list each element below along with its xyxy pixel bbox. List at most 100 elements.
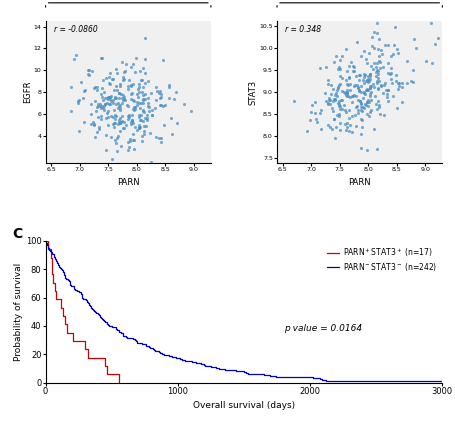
Point — [109, 120, 116, 127]
Point — [344, 93, 351, 100]
Point — [403, 58, 410, 65]
Point — [107, 112, 114, 119]
Point — [389, 51, 396, 57]
Point — [359, 104, 366, 111]
Point — [394, 83, 401, 90]
Point — [113, 70, 120, 76]
PARN$^-$STAT3$^-$ (n=242) — [90, 306, 95, 311]
Point — [136, 105, 143, 112]
Point — [97, 104, 104, 111]
Point — [345, 122, 353, 129]
Point — [392, 45, 399, 52]
Point — [131, 124, 138, 130]
Point — [363, 99, 370, 105]
Point — [427, 60, 435, 66]
Point — [334, 112, 342, 119]
Point — [342, 88, 349, 95]
Point — [398, 98, 405, 105]
Point — [116, 90, 123, 96]
Point — [359, 95, 366, 102]
PARN$^+$STAT3$^+$ (n=17) — [62, 322, 68, 327]
Point — [140, 123, 147, 130]
Point — [371, 64, 379, 71]
Point — [126, 137, 133, 144]
Point — [363, 86, 370, 93]
Point — [139, 92, 146, 99]
Point — [116, 128, 123, 135]
Point — [397, 79, 404, 86]
Point — [366, 89, 374, 96]
Point — [129, 137, 136, 144]
Point — [354, 85, 361, 91]
Point — [165, 94, 172, 101]
Point — [94, 114, 101, 121]
Point — [147, 112, 155, 119]
Point — [142, 34, 149, 41]
Point — [91, 97, 99, 104]
Point — [369, 45, 376, 51]
Point — [343, 81, 350, 88]
Point — [338, 53, 345, 60]
Point — [348, 129, 355, 136]
Point — [136, 112, 143, 119]
Point — [122, 102, 130, 108]
Point — [355, 98, 362, 105]
Point — [114, 148, 121, 155]
Point — [361, 86, 369, 93]
PARN$^+$STAT3$^+$ (n=17) — [52, 288, 57, 293]
Point — [155, 90, 162, 97]
Point — [363, 73, 370, 79]
Point — [311, 109, 318, 116]
Point — [364, 50, 372, 57]
Point — [127, 121, 134, 128]
PARN$^+$STAT3$^+$ (n=17) — [104, 371, 110, 377]
Point — [373, 75, 380, 82]
Point — [388, 93, 395, 99]
Point — [135, 125, 142, 132]
Point — [127, 63, 135, 70]
Point — [373, 146, 380, 153]
Point — [379, 90, 386, 96]
Point — [341, 127, 349, 133]
Point — [107, 97, 114, 104]
Point — [386, 69, 394, 76]
Point — [87, 110, 95, 117]
Point — [122, 122, 129, 129]
Point — [71, 55, 78, 62]
Point — [365, 76, 373, 82]
Point — [342, 76, 349, 83]
Point — [326, 96, 333, 103]
PARN$^+$STAT3$^+$ (n=17) — [58, 305, 64, 310]
Point — [133, 101, 141, 108]
Point — [85, 71, 92, 78]
Point — [412, 44, 419, 51]
Point — [126, 111, 133, 118]
Point — [374, 35, 381, 42]
Point — [328, 126, 335, 133]
Point — [81, 88, 88, 95]
Point — [104, 173, 111, 179]
Point — [343, 123, 350, 130]
Point — [357, 101, 364, 108]
Point — [116, 120, 123, 127]
Point — [324, 77, 331, 84]
PARN$^-$STAT3$^-$ (n=242) — [100, 317, 106, 323]
Point — [118, 95, 125, 102]
Point — [103, 95, 110, 102]
Point — [130, 103, 137, 110]
Point — [336, 106, 343, 113]
Point — [363, 86, 370, 93]
PARN$^+$STAT3$^+$ (n=17) — [50, 280, 56, 285]
Point — [373, 78, 380, 85]
Point — [368, 34, 375, 41]
Point — [324, 99, 331, 106]
Y-axis label: STAT3: STAT3 — [248, 79, 257, 105]
Point — [131, 104, 139, 111]
Point — [101, 107, 108, 114]
Point — [369, 80, 376, 87]
Point — [357, 144, 364, 151]
Point — [99, 96, 106, 103]
Point — [162, 101, 169, 108]
Point — [126, 118, 134, 125]
PARN$^+$STAT3$^+$ (n=17) — [60, 313, 65, 318]
